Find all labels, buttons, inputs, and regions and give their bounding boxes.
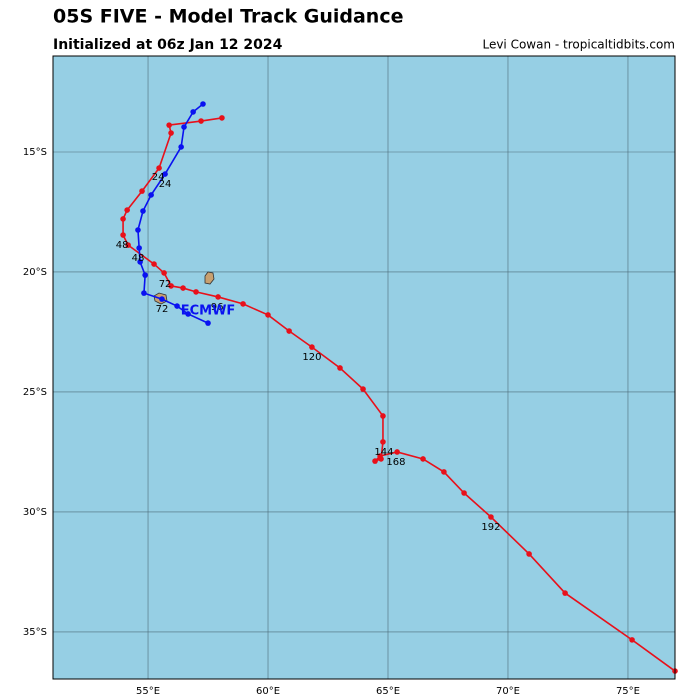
x-tick-label: 75°E	[616, 686, 640, 697]
x-tick-label: 65°E	[376, 686, 400, 697]
track-point	[420, 456, 426, 462]
hour-label: 72	[159, 279, 172, 290]
track-point	[629, 637, 635, 643]
y-tick-label: 30°S	[23, 507, 47, 518]
track-point	[148, 192, 154, 198]
track-point	[168, 283, 174, 289]
track-point	[139, 188, 145, 194]
track-point	[168, 130, 174, 136]
track-point	[377, 453, 383, 459]
track-point	[140, 208, 146, 214]
track-point	[309, 344, 315, 350]
track-point	[178, 144, 184, 150]
track-point	[181, 124, 187, 130]
track-point	[142, 272, 148, 278]
tracks	[120, 101, 678, 674]
track-point	[159, 296, 165, 302]
track-point	[562, 590, 568, 596]
track-point	[151, 261, 157, 267]
track-point	[166, 122, 172, 128]
x-tick-label: 55°E	[136, 686, 160, 697]
track-point	[380, 439, 386, 445]
track-point	[185, 311, 191, 317]
y-tick-label: 25°S	[23, 387, 47, 398]
track-point	[198, 118, 204, 124]
track-point	[162, 171, 168, 177]
hour-label: 120	[302, 352, 321, 363]
map-background	[53, 56, 675, 679]
track-point	[380, 413, 386, 419]
track-point	[441, 469, 447, 475]
track-point	[286, 328, 292, 334]
hour-label: 72	[156, 304, 169, 315]
track-point	[141, 290, 147, 296]
track-line	[137, 103, 209, 324]
track-point	[174, 303, 180, 309]
y-tick-label: 15°S	[23, 147, 47, 158]
hour-label: 48	[132, 253, 145, 264]
y-tick-label: 35°S	[23, 627, 47, 638]
hour-label: 144	[374, 447, 393, 458]
hour-label: 168	[386, 457, 405, 468]
plot-frame	[52, 55, 676, 680]
track-point	[136, 245, 142, 251]
track-point	[488, 514, 494, 520]
track-point	[461, 490, 467, 496]
track-point	[394, 449, 400, 455]
hour-label: 24	[159, 179, 172, 190]
track-point	[219, 115, 225, 121]
track-point	[120, 216, 126, 222]
track-point	[161, 270, 167, 276]
hour-label: 96	[211, 302, 224, 313]
track-point	[372, 458, 378, 464]
series-label: ECMWF	[181, 304, 236, 319]
track-point	[124, 207, 130, 213]
track-point	[240, 301, 246, 307]
chart-subtitle: Initialized at 06z Jan 12 2024	[53, 37, 283, 53]
chart-title: 05S FIVE - Model Track Guidance	[53, 6, 403, 28]
credit: Levi Cowan - tropicaltidbits.com	[482, 38, 675, 52]
track-point	[205, 320, 211, 326]
hour-label: 192	[481, 522, 500, 533]
track-point	[200, 101, 206, 107]
track-point	[120, 232, 126, 238]
track-point	[360, 386, 366, 392]
hour-label: 24	[152, 172, 165, 183]
track-point	[156, 165, 162, 171]
x-tick-label: 60°E	[256, 686, 280, 697]
track-point	[137, 259, 143, 265]
grid	[53, 56, 675, 679]
track-point	[135, 227, 141, 233]
track-point	[180, 285, 186, 291]
track-point	[337, 365, 343, 371]
track-point	[125, 242, 131, 248]
track-point	[193, 289, 199, 295]
island	[204, 271, 215, 285]
y-tick-label: 20°S	[23, 267, 47, 278]
track-point	[265, 312, 271, 318]
track-point	[215, 294, 221, 300]
track-point	[190, 109, 196, 115]
hour-label: 48	[116, 240, 129, 251]
track-point	[526, 551, 532, 557]
x-tick-label: 70°E	[496, 686, 520, 697]
track-line	[122, 117, 676, 672]
